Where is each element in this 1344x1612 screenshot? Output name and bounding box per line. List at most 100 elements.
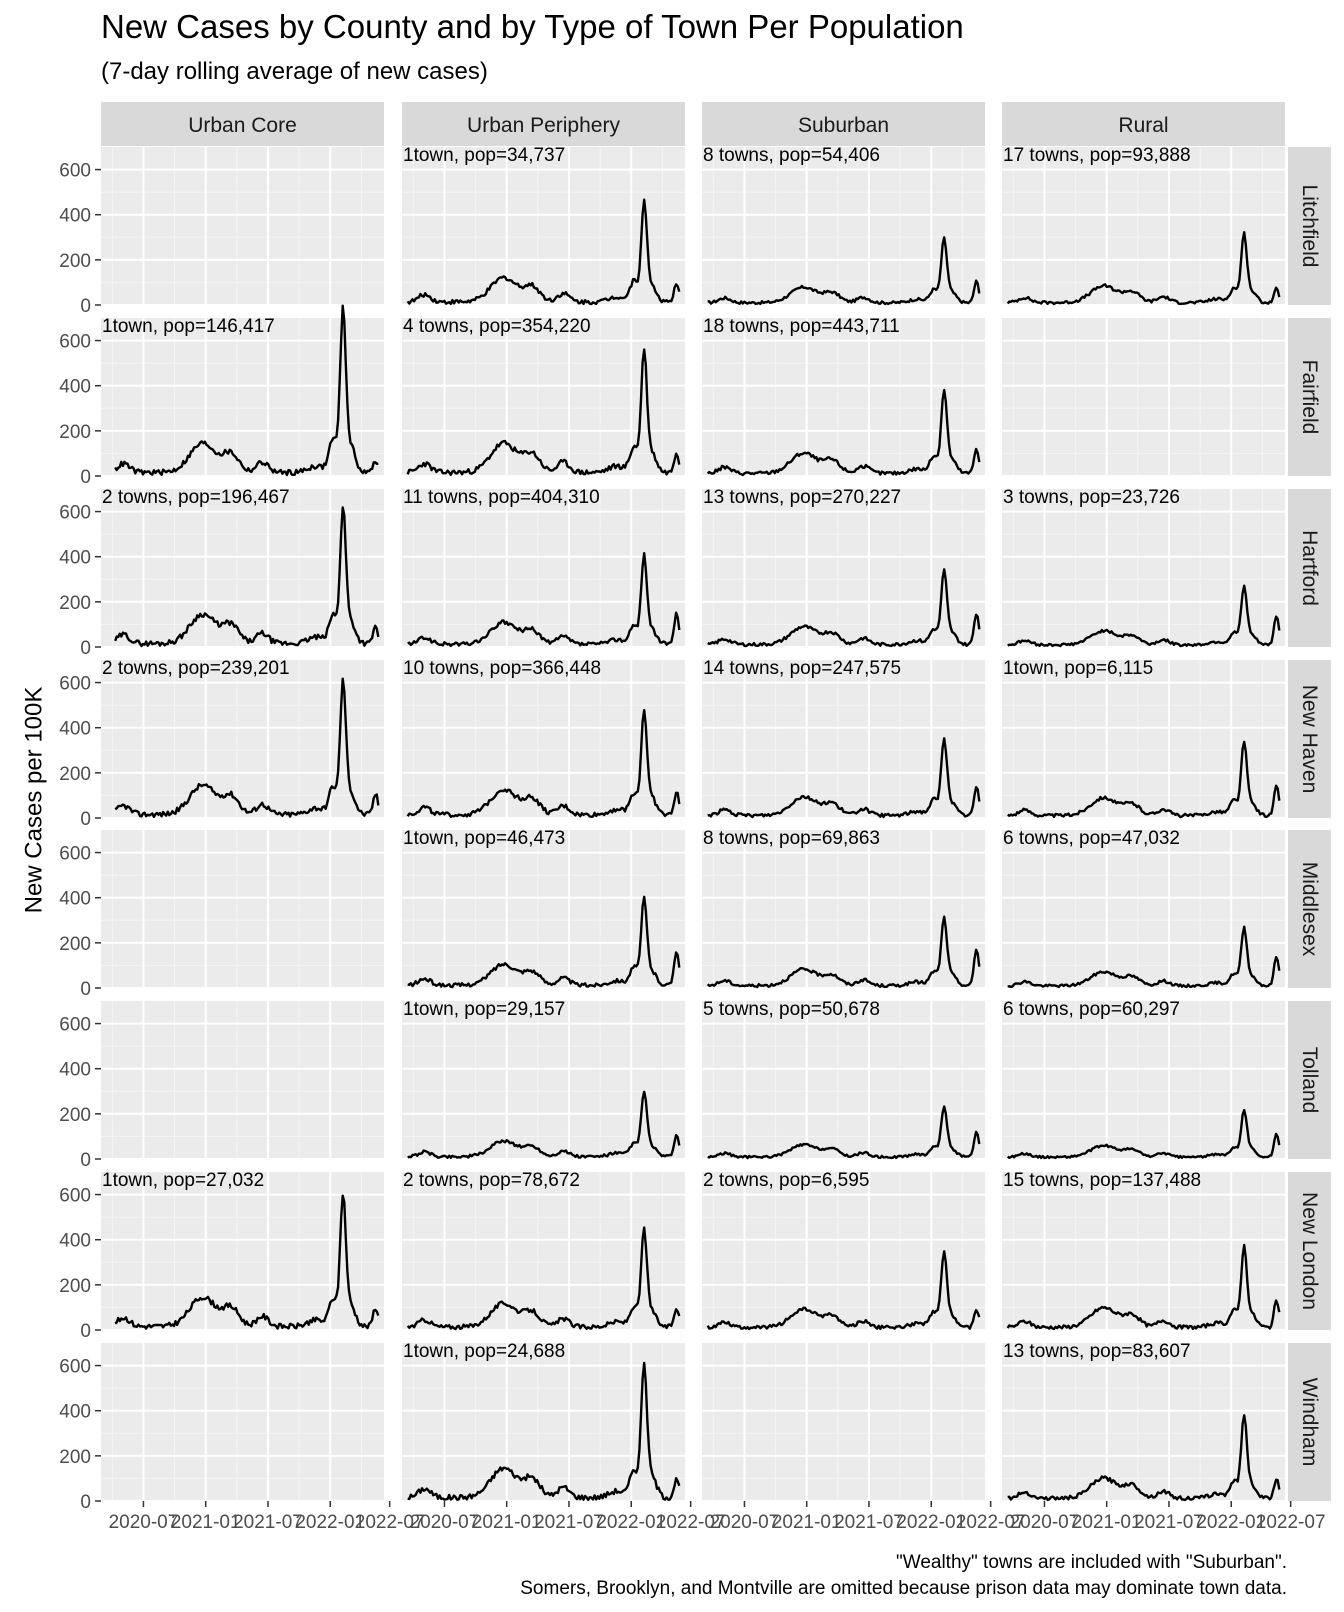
series-line xyxy=(707,568,981,648)
x-tick-label: 2021-01 xyxy=(171,1512,241,1533)
y-tick-label: 0 xyxy=(80,1150,91,1171)
y-tick-label: 0 xyxy=(80,979,91,1000)
panel-annotation: 10 towns, pop=366,448 xyxy=(403,658,601,679)
panel-annotation: 1town, pop=24,688 xyxy=(403,1341,565,1362)
y-tick-label: 600 xyxy=(59,1357,91,1378)
series-line xyxy=(1007,925,1281,989)
y-tick-label: 0 xyxy=(80,467,91,488)
y-tick-label: 200 xyxy=(59,764,91,785)
series-line xyxy=(1007,584,1281,648)
x-tick-label: 2022-07 xyxy=(956,1512,1026,1533)
panel-annotation: 1town, pop=6,115 xyxy=(1003,658,1153,679)
y-tick-label: 200 xyxy=(59,422,91,443)
x-tick-label: 2022-01 xyxy=(1196,1512,1266,1533)
y-tick-label: 600 xyxy=(59,161,91,182)
panel-annotation: 18 towns, pop=443,711 xyxy=(703,316,900,337)
panel-background xyxy=(101,1001,384,1159)
caption-wealthy-note: "Wealthy" towns are included with "Subur… xyxy=(895,1552,1287,1573)
chart-subtitle: (7-day rolling average of new cases) xyxy=(101,58,488,85)
y-tick-label: 200 xyxy=(59,1447,91,1468)
panel-annotation: 3 towns, pop=23,726 xyxy=(1003,487,1180,508)
x-tick-label: 2021-01 xyxy=(1072,1512,1142,1533)
y-tick-label: 200 xyxy=(59,1105,91,1126)
facet-strip-row-label: Hartford xyxy=(1298,530,1321,606)
series-line xyxy=(1006,1108,1281,1160)
facet-strip-column-label: Urban Periphery xyxy=(467,114,620,137)
caption-prison-note: Somers, Brooklyn, and Montville are omit… xyxy=(520,1578,1287,1599)
series-line xyxy=(706,915,981,989)
facet-strip-row xyxy=(1288,1343,1331,1501)
panel-background xyxy=(1002,830,1285,988)
series-line xyxy=(407,552,681,648)
facet-strip-row xyxy=(1288,830,1331,988)
series-line xyxy=(114,1194,380,1330)
y-tick-label: 400 xyxy=(59,1402,91,1423)
y-tick-label: 600 xyxy=(59,844,91,865)
facet-strip-column xyxy=(702,102,985,146)
y-tick-label: 0 xyxy=(80,638,91,659)
x-tick-label: 2021-07 xyxy=(1134,1512,1204,1533)
series-line xyxy=(1007,740,1281,819)
y-tick-label: 600 xyxy=(59,1015,91,1036)
panel-annotation: 4 towns, pop=354,220 xyxy=(403,316,591,337)
panel-background xyxy=(702,830,985,988)
y-tick-label: 400 xyxy=(59,889,91,910)
x-tick-label: 2020-07 xyxy=(109,1512,179,1533)
x-tick-label: 2021-07 xyxy=(834,1512,904,1533)
panel-background xyxy=(1002,489,1285,647)
panel-background xyxy=(402,1001,685,1159)
panel-annotation: 15 towns, pop=137,488 xyxy=(1003,1170,1201,1191)
facet-strip-row-label: New London xyxy=(1298,1192,1321,1310)
panel-annotation: 1town, pop=34,737 xyxy=(403,145,565,166)
x-tick-label: 2020-07 xyxy=(1010,1512,1080,1533)
y-tick-label: 0 xyxy=(80,809,91,830)
panel-annotation: 11 towns, pop=404,310 xyxy=(403,487,600,508)
facet-strip-column xyxy=(101,102,384,146)
facet-strip-row-label: New Haven xyxy=(1298,685,1321,794)
panel-background xyxy=(702,489,985,647)
y-tick-label: 600 xyxy=(59,674,91,695)
panel-background xyxy=(1002,660,1285,818)
panel-background xyxy=(101,147,384,305)
panel-annotation: 5 towns, pop=50,678 xyxy=(703,999,880,1020)
panel-annotation: 2 towns, pop=78,672 xyxy=(403,1170,580,1191)
panel-background xyxy=(702,147,985,305)
panel-annotation: 2 towns, pop=6,595 xyxy=(703,1170,869,1191)
x-tick-label: 2021-07 xyxy=(534,1512,604,1533)
y-tick-label: 600 xyxy=(59,503,91,524)
y-tick-label: 0 xyxy=(80,1492,91,1513)
y-tick-label: 0 xyxy=(80,1321,91,1342)
panel-annotation: 8 towns, pop=54,406 xyxy=(703,145,880,166)
panel-background xyxy=(101,830,384,988)
y-tick-label: 400 xyxy=(59,1060,91,1081)
y-tick-label: 200 xyxy=(59,251,91,272)
y-tick-label: 600 xyxy=(59,332,91,353)
panel-background xyxy=(101,660,384,818)
panel-annotation: 14 towns, pop=247,575 xyxy=(703,658,901,679)
y-tick-label: 400 xyxy=(59,548,91,569)
x-tick-label: 2020-07 xyxy=(710,1512,780,1533)
panel-background xyxy=(702,1343,985,1501)
y-tick-label: 200 xyxy=(59,593,91,614)
panel-annotation: 8 towns, pop=69,863 xyxy=(703,828,880,849)
series-line xyxy=(407,895,681,989)
facet-strip-row-label: Middlesex xyxy=(1298,862,1321,957)
panel-background xyxy=(402,1343,685,1501)
series-line xyxy=(406,198,681,306)
series-line xyxy=(114,677,380,819)
panel-annotation: 2 towns, pop=196,467 xyxy=(102,487,290,508)
y-tick-label: 400 xyxy=(59,206,91,227)
facet-strip-row-label: Fairfield xyxy=(1298,360,1321,435)
panel-annotation: 1town, pop=46,473 xyxy=(403,828,565,849)
series-line xyxy=(707,737,981,819)
panel-annotation: 13 towns, pop=83,607 xyxy=(1003,1341,1191,1362)
x-tick-label: 2021-01 xyxy=(772,1512,842,1533)
y-axis-title: New Cases per 100K xyxy=(21,687,48,914)
panel-background xyxy=(402,318,685,476)
panel-annotation: 6 towns, pop=60,297 xyxy=(1003,999,1180,1020)
facet-strip-column-label: Suburban xyxy=(798,114,889,137)
facet-strip-column-label: Rural xyxy=(1118,114,1168,137)
panel-annotation: 2 towns, pop=239,201 xyxy=(102,658,290,679)
facet-strip-row xyxy=(1288,660,1331,818)
x-tick-label: 2021-01 xyxy=(472,1512,542,1533)
